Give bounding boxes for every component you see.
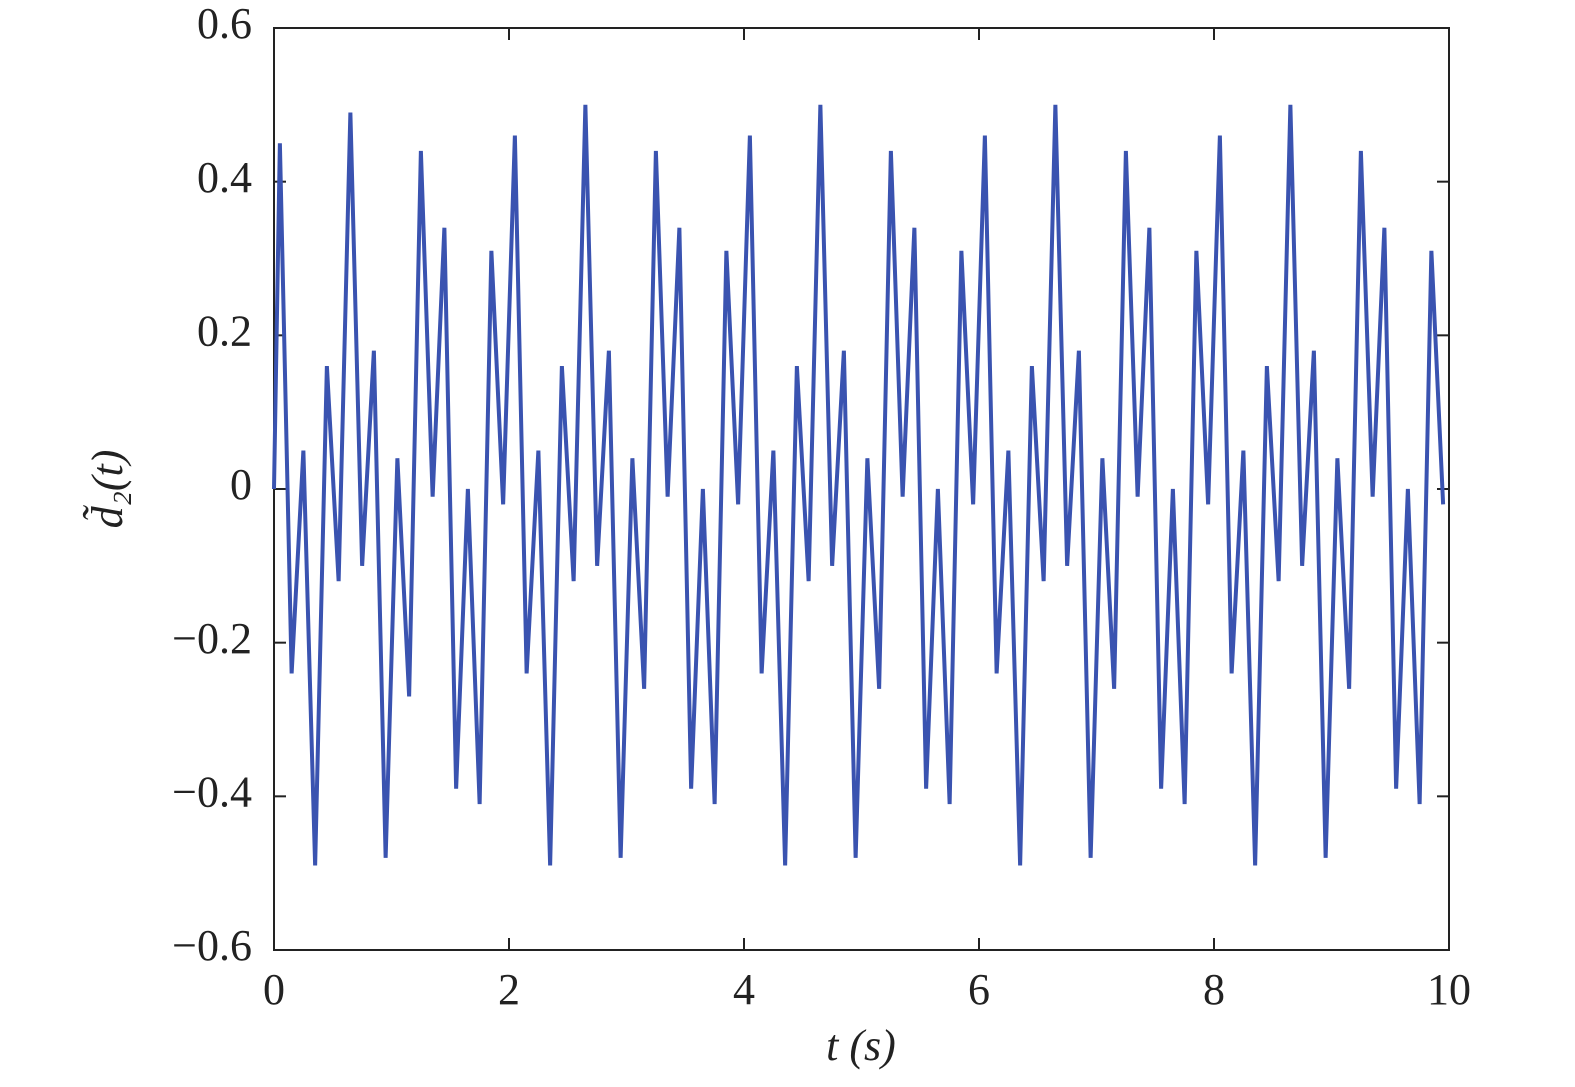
y-tick-label: −0.4: [172, 767, 252, 816]
y-tick-label: −0.2: [172, 614, 252, 663]
y-tick-label: −0.6: [172, 921, 252, 970]
x-tick-label: 10: [1427, 965, 1471, 1014]
y-tick-label: 0: [230, 460, 252, 509]
x-tick-label: 0: [263, 965, 285, 1014]
y-tick-label: 0.4: [197, 153, 252, 202]
x-tick-label: 2: [498, 965, 520, 1014]
y-axis-label: d̃₂(t): [83, 450, 132, 529]
x-tick-label: 4: [733, 965, 755, 1014]
data-line: [272, 104, 1446, 866]
y-tick-label: 0.6: [197, 0, 252, 48]
x-tick-label: 6: [968, 965, 990, 1014]
x-tick-label: 8: [1203, 965, 1225, 1014]
y-tick-label: 0.2: [197, 306, 252, 355]
x-axis-label: t (s): [826, 1021, 896, 1070]
